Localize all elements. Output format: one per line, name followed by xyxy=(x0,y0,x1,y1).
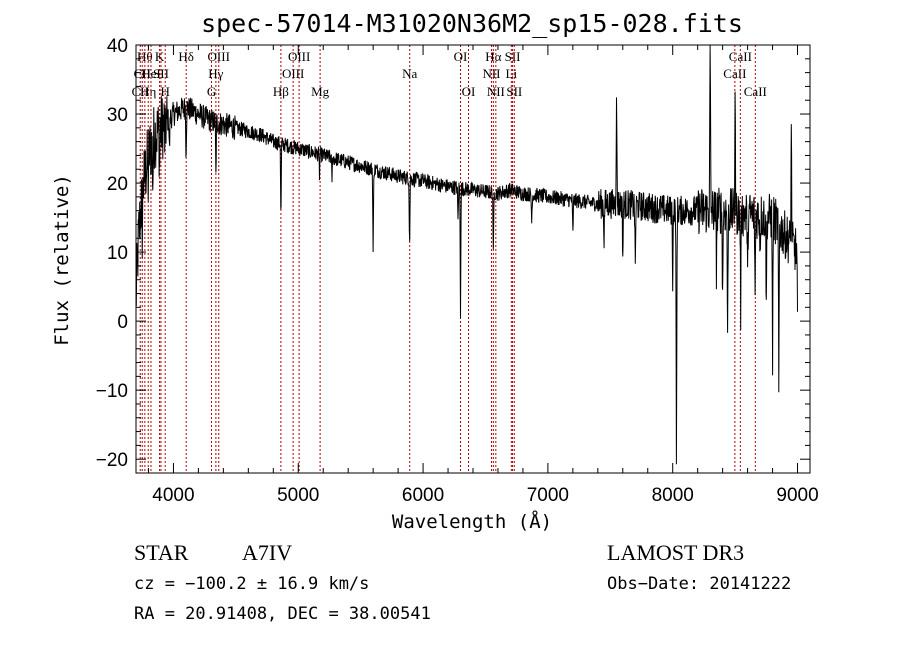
line-label: Hη xyxy=(140,84,156,99)
y-tick-label: 10 xyxy=(107,243,128,264)
chart-title: spec-57014-M31020N36M2_sp15-028.fits xyxy=(201,9,743,38)
axis-ticks: 4000 5000 6000 7000 8000 9000 −20 −10 0 10 20 30 40 xyxy=(96,36,819,506)
y-tick-label: 40 xyxy=(107,36,128,57)
plot-frame xyxy=(135,44,811,474)
object-class: STAR xyxy=(134,540,189,565)
line-label: OI xyxy=(462,84,476,99)
x-axis-label: Wavelength (Å) xyxy=(392,510,552,533)
spectral-line-markers: CIICIIHθHηHeIKSIIHHδGHγOIIIHβOIIIOIIIMgN… xyxy=(132,45,767,473)
line-label: Mg xyxy=(311,84,330,99)
observation-date: Obs−Date: 20141222 xyxy=(607,574,792,594)
line-label: H xyxy=(161,84,170,99)
line-label: OIII xyxy=(288,49,310,64)
object-subclass: A7IV xyxy=(242,540,293,565)
line-label: OIII xyxy=(282,66,304,81)
x-tick-label: 9000 xyxy=(776,485,818,506)
y-tick-label: 20 xyxy=(107,174,128,195)
line-label: CaII xyxy=(744,84,767,99)
redshift-cz: cz = −100.2 ± 16.9 km/s xyxy=(134,574,370,594)
x-tick-label: 5000 xyxy=(277,485,319,506)
x-tick-label: 6000 xyxy=(402,485,444,506)
line-label: OIII xyxy=(208,49,230,64)
line-label: Hθ xyxy=(137,49,153,64)
line-label: Hδ xyxy=(178,49,194,64)
line-label: CII xyxy=(134,66,151,81)
line-label: HeI xyxy=(141,66,161,81)
line-label: Na xyxy=(402,66,417,81)
spectrum-line xyxy=(135,44,798,465)
y-axis-label: Flux (relative) xyxy=(51,174,73,346)
x-tick-label: 7000 xyxy=(527,485,569,506)
line-label: Hα xyxy=(485,49,501,64)
line-label: G xyxy=(207,84,216,99)
line-label: CaII xyxy=(723,66,746,81)
x-tick-label: 8000 xyxy=(652,485,694,506)
line-label: SII xyxy=(505,49,521,64)
line-label: CaII xyxy=(729,49,752,64)
survey-name: LAMOST DR3 xyxy=(607,540,745,565)
line-label: SII xyxy=(153,66,169,81)
line-label: K xyxy=(155,49,165,64)
line-label: SII xyxy=(506,84,522,99)
line-label: OI xyxy=(454,49,468,64)
line-label: Hγ xyxy=(208,66,223,81)
line-label: Li xyxy=(506,66,518,81)
y-tick-label: 30 xyxy=(107,105,128,126)
line-label: NII xyxy=(487,84,505,99)
y-tick-label: 0 xyxy=(117,312,128,333)
line-label: Hβ xyxy=(273,84,289,99)
y-tick-label: −10 xyxy=(96,381,128,402)
line-label: NII xyxy=(482,66,500,81)
x-tick-label: 4000 xyxy=(152,485,194,506)
coordinates: RA = 20.91408, DEC = 38.00541 xyxy=(134,604,431,624)
y-tick-label: −20 xyxy=(96,450,128,471)
